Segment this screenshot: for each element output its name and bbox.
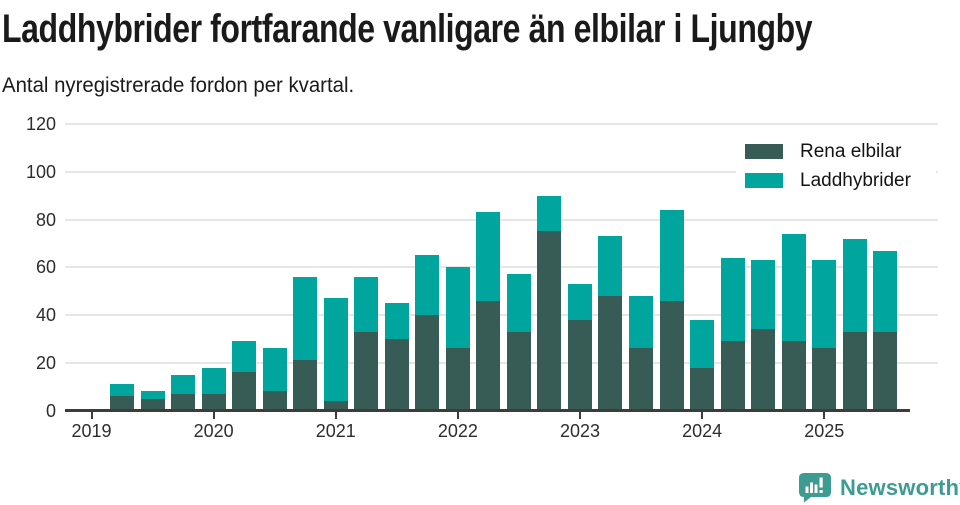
bar-segment-laddhybrider [201,367,226,394]
gridline-y-20 [65,361,938,364]
y-axis-tick-label: 60 [35,257,56,278]
x-axis-tick-label: 2023 [559,421,600,441]
bar-segment-laddhybrider [812,260,837,349]
bar-segment-rena-elbilar [354,331,379,411]
x-axis-tick [823,412,826,419]
bar-segment-laddhybrider [415,255,440,315]
x-axis-tick [334,412,337,419]
bar-segment-laddhybrider [445,267,470,349]
x-axis-tick-label: 2021 [315,421,356,441]
x-axis-tick [701,412,704,419]
bar-segment-laddhybrider [323,298,348,401]
bar-segment-rena-elbilar [781,341,806,411]
legend-swatch-laddhybrider [745,173,783,188]
x-axis-tick [578,412,581,419]
bar-segment-laddhybrider [842,238,867,332]
y-axis-tick-label: 20 [35,352,56,373]
x-axis-tick-label: 2022 [437,421,478,441]
bar-segment-rena-elbilar [873,331,898,411]
y-axis-tick-label: 100 [25,161,56,182]
bar-segment-rena-elbilar [110,396,134,411]
bar-segment-laddhybrider [232,341,257,373]
bar-segment-rena-elbilar [659,300,684,411]
newsworthy-logo-icon [799,473,831,503]
bar-segment-rena-elbilar [567,319,592,411]
bar-segment-laddhybrider [567,283,592,320]
y-axis-tick-label: 120 [25,114,56,134]
bar-segment-laddhybrider [476,212,501,301]
bar-segment-rena-elbilar [445,348,470,411]
bar-segment-rena-elbilar [232,372,257,411]
y-axis-tick-label: 0 [45,400,56,421]
bar-segment-rena-elbilar [506,331,531,411]
bar-segment-laddhybrider [598,236,623,296]
bar-segment-rena-elbilar [842,331,867,411]
bar-segment-laddhybrider [690,319,715,368]
bar-segment-rena-elbilar [629,348,653,411]
gridline-y-80 [65,218,938,221]
y-axis-tick-label: 40 [35,305,56,325]
bar-segment-rena-elbilar [812,348,837,411]
x-axis-tick-label: 2020 [193,421,234,441]
gridline-y-120 [65,123,938,125]
x-axis-tick-label: 2025 [804,421,845,441]
x-axis-tick [90,412,93,419]
brand-footer[interactable]: Newsworthy [798,472,960,503]
bar-segment-rena-elbilar [598,295,623,411]
x-axis-tick-label: 2024 [682,421,723,441]
gridline-y-60 [65,266,938,269]
bar-segment-rena-elbilar [293,360,318,411]
bar-segment-laddhybrider [506,274,531,332]
gridline-y-40 [65,314,938,316]
bar-segment-laddhybrider [354,276,379,332]
bar-segment-rena-elbilar [384,338,409,411]
bar-segment-rena-elbilar [415,315,440,411]
bar-segment-rena-elbilar [323,400,348,411]
brand-name: Newsworthy [840,474,960,500]
x-axis-line [65,409,910,412]
bar-segment-rena-elbilar [690,367,715,411]
y-axis-tick-label: 80 [35,209,56,230]
x-axis-tick [212,412,215,419]
bar-segment-laddhybrider [262,348,287,392]
legend-swatch-rena-elbilar [745,144,783,159]
chart-title: Laddhybrider fortfarande vanligare än el… [2,7,813,51]
legend-label: Rena elbilar [800,141,902,162]
bar-segment-laddhybrider [751,260,776,330]
gridline-y-100 [65,170,938,173]
bar-segment-rena-elbilar [751,329,776,411]
chart-subtitle: Antal nyregistrerade fordon per kvartal. [2,74,355,97]
bar-segment-rena-elbilar [476,300,501,411]
bar-segment-laddhybrider [110,384,134,397]
bar-segment-laddhybrider [537,195,562,232]
bar-segment-rena-elbilar [201,393,226,411]
bar-segment-laddhybrider [629,295,653,349]
bar-segment-laddhybrider [140,391,165,399]
bar-segment-laddhybrider [873,250,898,332]
bar-segment-rena-elbilar [537,231,562,411]
x-axis-tick-label: 2019 [71,421,112,441]
bar-segment-laddhybrider [781,233,806,342]
bar-segment-laddhybrider [659,209,684,301]
bar-segment-laddhybrider [720,257,745,342]
bar-segment-laddhybrider [171,374,196,394]
bar-segment-rena-elbilar [262,391,287,411]
bar-segment-laddhybrider [384,303,409,339]
bar-segment-rena-elbilar [720,341,745,411]
bar-segment-laddhybrider [293,276,318,361]
x-axis-tick [456,412,459,419]
bar-segment-rena-elbilar [171,393,196,411]
bar-segment-rena-elbilar [140,398,165,411]
legend-label: Laddhybrider [800,170,911,191]
